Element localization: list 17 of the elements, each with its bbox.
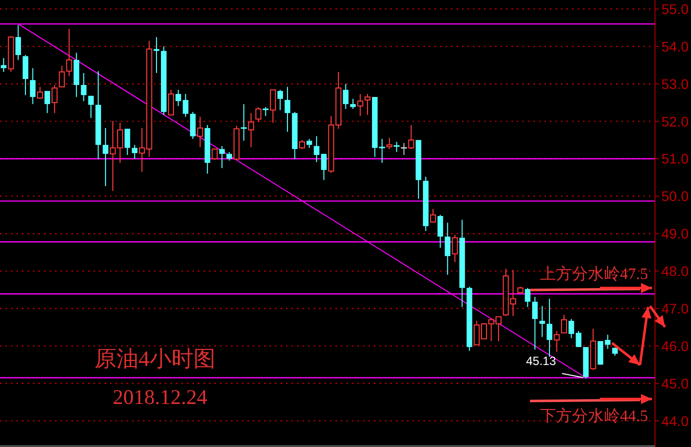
- y-tick-label: 50.0: [661, 188, 689, 204]
- annotation: 下方分水岭44.5: [540, 407, 648, 425]
- annotation: 45.13: [526, 354, 556, 368]
- y-tick-label: 47.0: [661, 300, 689, 316]
- annotation: 2018.12.24: [112, 385, 208, 409]
- y-tick-label: 52.0: [661, 113, 689, 130]
- y-tick-label: 55.0: [661, 0, 689, 17]
- y-tick-label: 46.0: [661, 338, 689, 354]
- annotation: 上方分水岭47.5: [540, 265, 648, 283]
- y-tick-label: 51.0: [661, 150, 689, 167]
- annotation: 原油4小时图: [94, 346, 216, 371]
- y-tick-label: 48.0: [661, 263, 689, 280]
- y-tick-label: 53.0: [661, 76, 689, 92]
- y-tick-label: 54.0: [661, 38, 689, 54]
- y-tick-label: 49.0: [661, 226, 689, 242]
- y-tick-label: 44.0: [661, 412, 689, 429]
- y-tick-label: 45.0: [661, 375, 689, 392]
